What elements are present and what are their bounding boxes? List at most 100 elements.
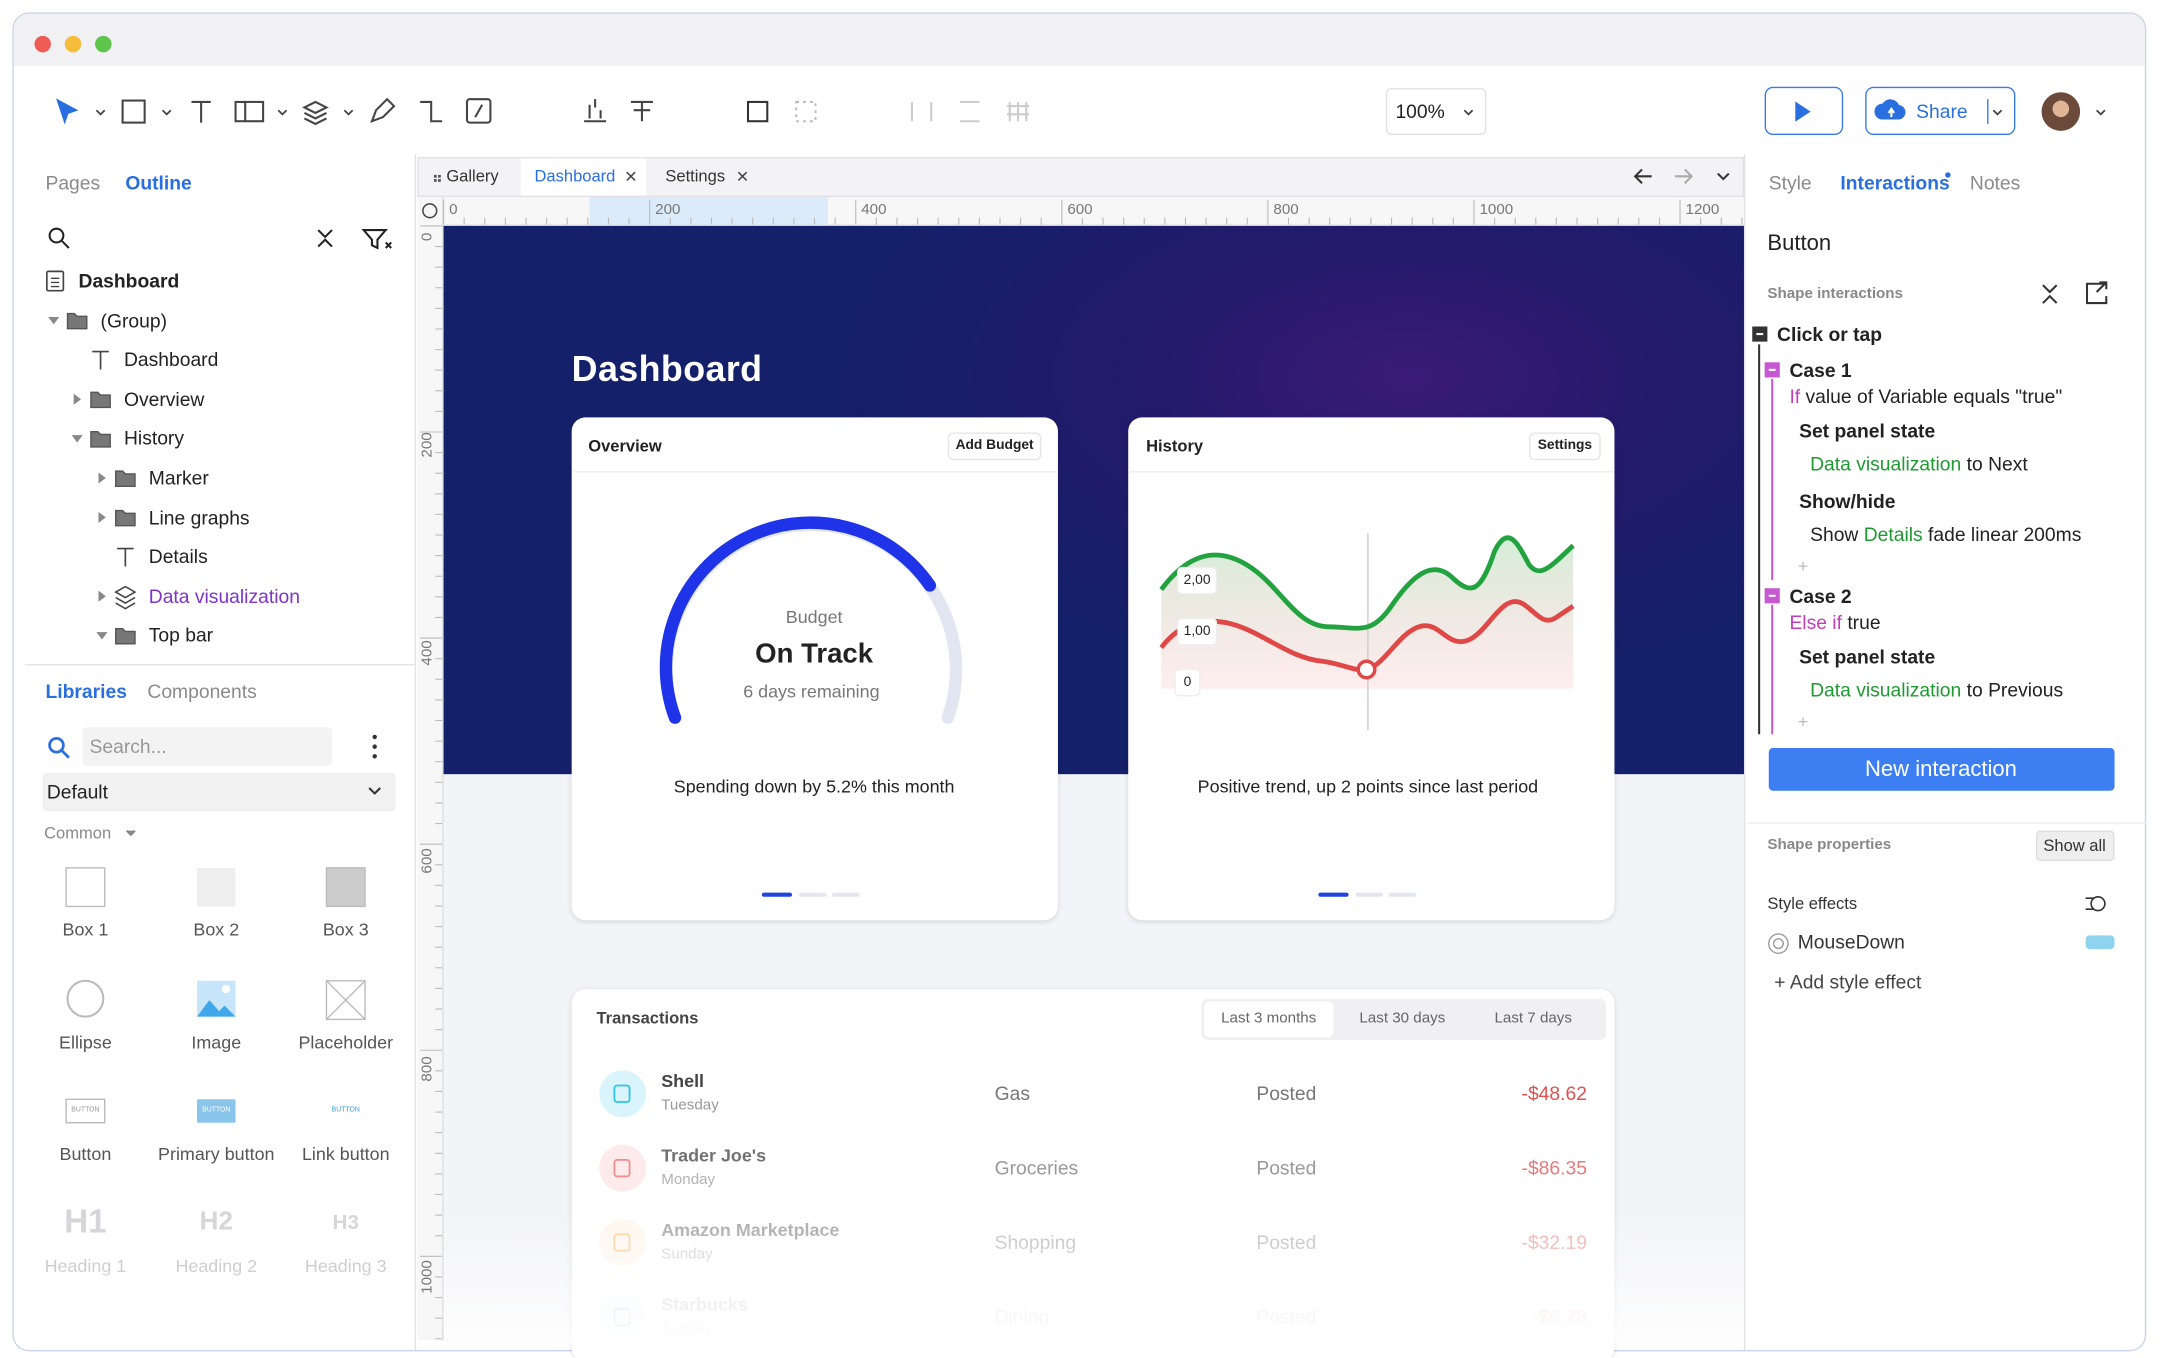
zoom-box[interactable] [1385,88,1487,135]
title-bar [13,13,2145,67]
trigger-name: Click or tap [1777,323,1883,346]
transaction-amount: -$48.62 [1521,1082,1587,1105]
button-preview: BUTTON [202,1106,231,1115]
ruler-selection [589,196,828,225]
card-button[interactable] [947,432,1042,461]
outline-item[interactable]: History [123,427,184,450]
search-box[interactable] [82,727,332,766]
action-title[interactable]: Set panel state [1799,419,1936,442]
filter-option[interactable]: Last 7 days [1494,1010,1572,1027]
preview-button[interactable] [1764,86,1844,135]
traffic-light[interactable] [34,35,51,53]
outline-item[interactable]: Details [148,545,208,568]
new-interaction-button[interactable] [1768,748,2115,791]
effect-name[interactable]: MouseDown [1797,930,1905,953]
action-detail: Data visualization to Previous [1810,679,2063,702]
history-card [1128,417,1615,921]
divider [414,154,417,1350]
traffic-light[interactable] [64,35,82,53]
panel-tab[interactable]: Interactions [1840,171,1950,194]
text-part: value of Variable equals "true" [1805,385,2063,408]
ruler-label: 1000 [1479,201,1514,219]
card-button[interactable] [1529,432,1601,461]
ruler-label: 600 [1067,201,1093,219]
card-title: History [1146,436,1204,456]
panel-tab[interactable]: Notes [1969,171,2021,194]
show-all-button[interactable] [2036,830,2115,861]
gauge-subtitle: 6 days remaining [743,680,880,702]
heading-preview: H3 [332,1210,359,1235]
ruler-label: 200 [419,432,436,458]
case-label[interactable]: Case 2 [1789,584,1852,607]
text-part: to Previous [1966,678,2064,701]
editor-tab[interactable]: Settings [665,166,726,186]
outline-item[interactable]: Line graphs [148,505,250,528]
library-item-label[interactable]: Primary button [158,1143,275,1165]
transaction-status: Posted [1256,1082,1317,1105]
panel-tab[interactable]: Outline [125,171,192,194]
card-caption: Spending down by 5.2% this month [673,775,955,797]
share-button[interactable] [1865,86,2016,135]
ruler-label: 1200 [1685,201,1720,219]
library-dropdown[interactable] [42,772,396,812]
transaction-category: Gas [994,1082,1030,1105]
card-title: Transactions [596,1008,699,1028]
action-title[interactable]: Set panel state [1799,645,1936,668]
case-label[interactable]: Case 1 [1789,358,1852,382]
outline-item[interactable]: Top bar [148,624,214,647]
outline-item[interactable]: Marker [148,466,209,489]
panel-tab[interactable]: Components [147,679,257,703]
panel-tab[interactable]: Pages [45,171,101,194]
editor-tab[interactable]: Gallery [446,166,499,186]
filter-option[interactable]: Last 3 months [1221,1010,1317,1027]
add-effect[interactable]: + Add style effect [1774,970,1922,993]
library-item-label[interactable]: Box 1 [62,919,109,940]
tab-active[interactable] [520,158,647,196]
library-item-label[interactable]: Ellipse [59,1032,112,1053]
outline-item[interactable]: (Group) [100,308,168,331]
library-item-label[interactable]: Placeholder [298,1032,394,1053]
divider [1743,154,1746,1350]
action-title[interactable]: Show/hide [1799,489,1896,512]
outline-item[interactable]: Dashboard [123,348,219,371]
ruler-label: 0 [449,201,458,219]
chart-axis-label: 0 [1183,674,1192,691]
ruler-label: 600 [419,848,436,874]
add-action[interactable]: + [1797,555,1809,577]
ruler-label: 400 [861,201,887,219]
outline-item[interactable]: Overview [123,387,205,410]
card-button-label[interactable]: Settings [1537,438,1593,454]
library-item-label[interactable]: Box 3 [322,919,369,940]
filter-option[interactable]: Last 30 days [1359,1010,1446,1027]
traffic-light[interactable] [95,35,112,53]
editor-tab[interactable]: Dashboard [534,166,616,186]
search-placeholder[interactable]: Search... [89,735,167,758]
library-name[interactable]: Default [46,780,108,803]
library-item-label[interactable]: Link button [301,1143,390,1165]
ruler-label: 800 [419,1056,436,1082]
library-item-label[interactable]: Box 2 [193,919,240,940]
filter-active[interactable] [1203,1001,1334,1038]
outline-item[interactable]: Data visualization [148,584,300,607]
section-title: Shape interactions [1767,285,1903,303]
add-action[interactable]: + [1797,711,1809,732]
button-preview: BUTTON [331,1106,360,1115]
show-all-label[interactable]: Show all [2043,835,2106,856]
section-title[interactable]: Common [44,823,112,843]
panel-tab[interactable]: Style [1768,171,1812,194]
share-label[interactable]: Share [1916,100,1968,123]
card-button-label[interactable]: Add Budget [955,438,1034,454]
outline-item[interactable]: Dashboard [78,269,180,292]
new-interaction-label[interactable]: New interaction [1865,758,2017,782]
library-item-label[interactable]: Image [191,1032,242,1053]
panel-tab[interactable]: Libraries [45,679,127,703]
zoom-level[interactable]: 100% [1395,100,1445,123]
section-title: Style effects [1767,893,1858,914]
action-detail: Show Details fade linear 200ms [1810,523,2081,546]
transaction-day: Monday [661,1171,716,1189]
text-part: Else if [1789,611,1842,634]
text-part: Data visualization [1810,452,1962,475]
ruler-label: 200 [655,201,681,219]
library-item-label[interactable]: Button [59,1143,112,1165]
